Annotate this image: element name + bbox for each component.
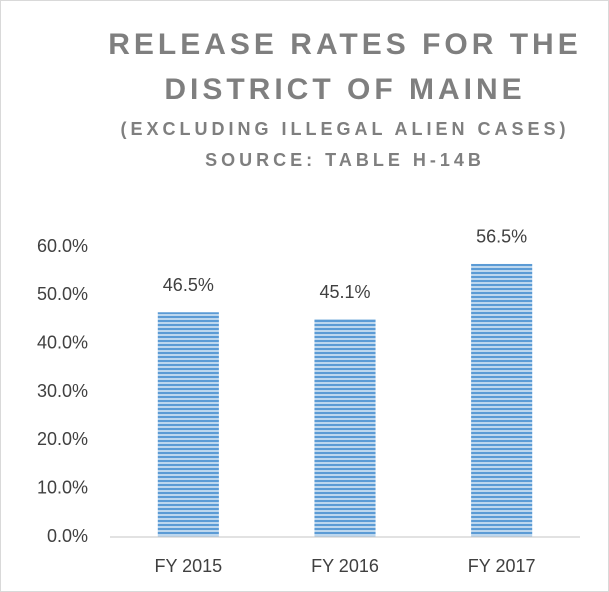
bar	[157, 312, 219, 537]
y-tick-label: 60.0%	[37, 236, 88, 256]
bar	[314, 319, 376, 537]
y-tick-label: 30.0%	[37, 381, 88, 401]
bar	[471, 263, 533, 537]
data-label: 46.5%	[163, 275, 214, 295]
x-tick-label: FY 2016	[311, 556, 379, 576]
data-label: 45.1%	[319, 282, 370, 302]
chart-source: SOURCE: TABLE H-14B	[205, 150, 485, 170]
titles: RELEASE RATES FOR THE DISTRICT OF MAINE …	[90, 22, 600, 176]
x-tick-label: FY 2017	[468, 556, 536, 576]
y-tick-label: 50.0%	[37, 284, 88, 304]
y-tick-label: 20.0%	[37, 429, 88, 449]
chart-title: RELEASE RATES FOR THE DISTRICT OF MAINE	[108, 28, 582, 106]
y-tick-label: 10.0%	[37, 477, 88, 497]
data-label: 56.5%	[476, 227, 527, 247]
y-tick-label: 40.0%	[37, 332, 88, 352]
x-tick-label: FY 2015	[154, 556, 222, 576]
y-tick-label: 0.0%	[47, 526, 88, 546]
chart-subtitle: (EXCLUDING ILLEGAL ALIEN CASES)	[120, 119, 570, 139]
